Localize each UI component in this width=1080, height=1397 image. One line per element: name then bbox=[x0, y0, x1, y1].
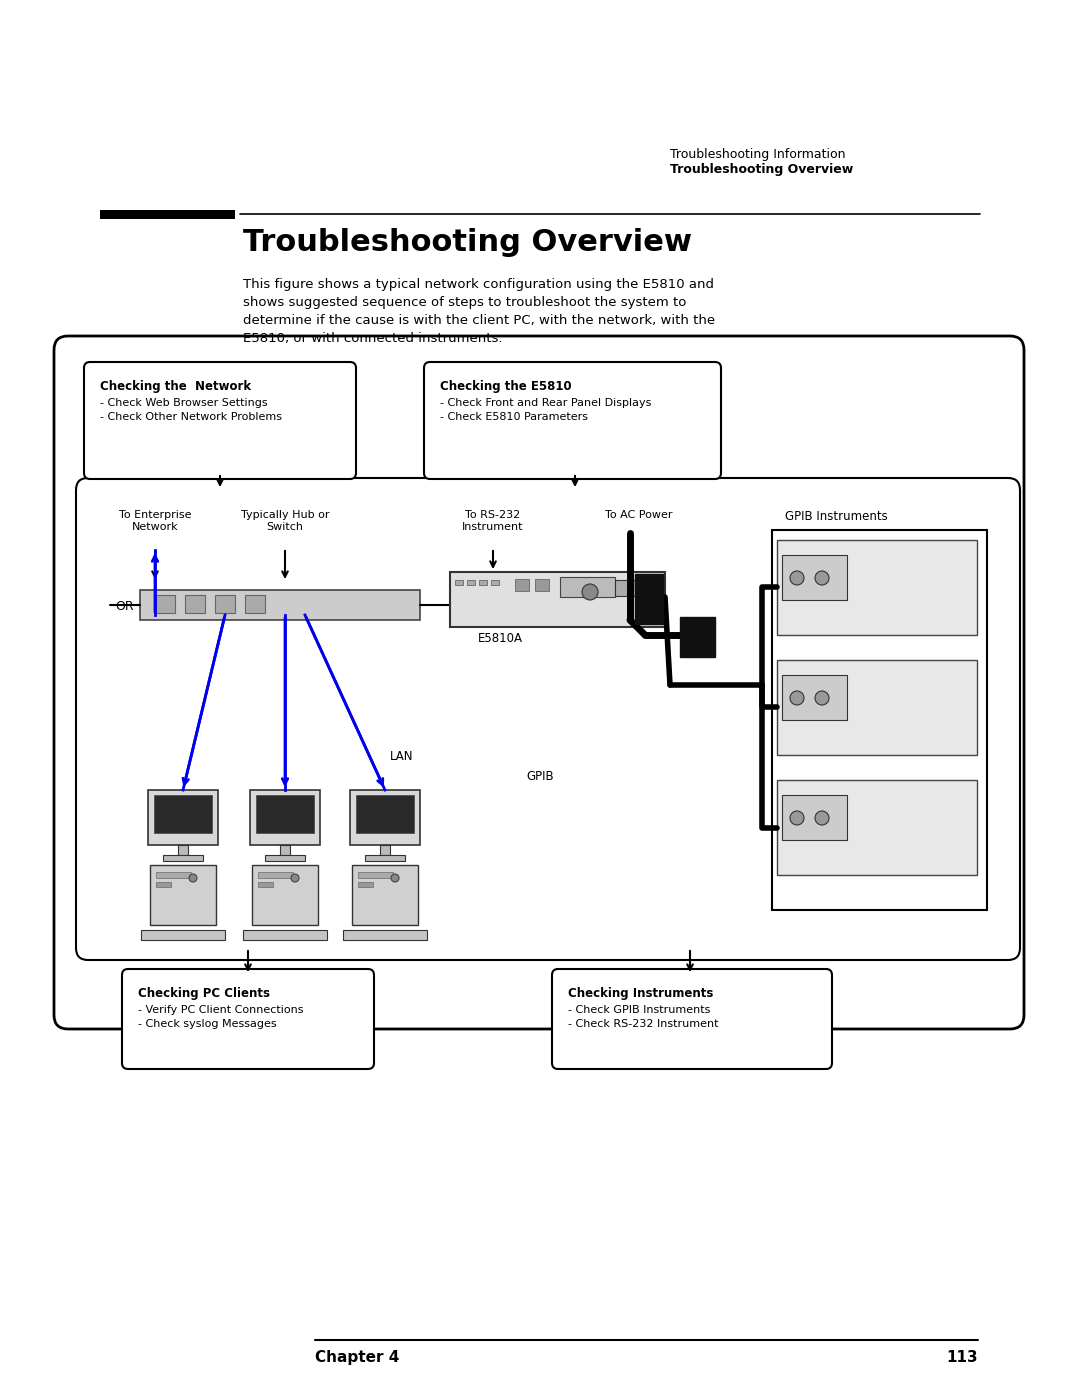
Text: - Check GPIB Instruments: - Check GPIB Instruments bbox=[568, 1004, 711, 1016]
Text: GPIB Instruments: GPIB Instruments bbox=[785, 510, 888, 522]
Circle shape bbox=[815, 812, 829, 826]
Circle shape bbox=[789, 692, 804, 705]
Bar bbox=[772, 529, 987, 909]
Bar bbox=[467, 580, 475, 585]
Bar bbox=[777, 541, 977, 636]
Bar bbox=[215, 595, 235, 613]
Bar bbox=[156, 872, 191, 877]
Bar bbox=[515, 578, 529, 591]
Text: GPIB: GPIB bbox=[932, 816, 960, 830]
Text: - Verify PC Client Connections: - Verify PC Client Connections bbox=[138, 1004, 303, 1016]
Text: E5810A: E5810A bbox=[477, 631, 523, 645]
Bar bbox=[782, 795, 847, 840]
Bar bbox=[140, 590, 420, 620]
Bar bbox=[777, 659, 977, 754]
Text: To AC Power: To AC Power bbox=[605, 510, 673, 520]
Text: determine if the cause is with the client PC, with the network, with the: determine if the cause is with the clien… bbox=[243, 314, 715, 327]
Bar bbox=[350, 789, 420, 845]
FancyBboxPatch shape bbox=[122, 970, 374, 1069]
Bar bbox=[163, 855, 203, 861]
Bar bbox=[357, 872, 393, 877]
Bar bbox=[249, 789, 320, 845]
Bar bbox=[156, 595, 175, 613]
Bar bbox=[100, 210, 235, 219]
Bar bbox=[365, 855, 405, 861]
Text: Checking Instruments: Checking Instruments bbox=[568, 988, 714, 1000]
Bar bbox=[258, 882, 273, 887]
Circle shape bbox=[789, 812, 804, 826]
Text: Typically Hub or
Switch: Typically Hub or Switch bbox=[241, 510, 329, 532]
Bar bbox=[352, 865, 418, 925]
Bar bbox=[258, 872, 293, 877]
Circle shape bbox=[189, 875, 197, 882]
Circle shape bbox=[582, 584, 598, 599]
Bar bbox=[777, 780, 977, 875]
Bar bbox=[491, 580, 499, 585]
Text: To Enterprise
Network: To Enterprise Network bbox=[119, 510, 191, 532]
Text: - Check Web Browser Settings: - Check Web Browser Settings bbox=[100, 398, 268, 408]
FancyBboxPatch shape bbox=[84, 362, 356, 479]
Bar bbox=[561, 577, 615, 597]
Text: Troubleshooting Overview: Troubleshooting Overview bbox=[670, 163, 853, 176]
Text: LAN: LAN bbox=[390, 750, 414, 763]
Text: shows suggested sequence of steps to troubleshoot the system to: shows suggested sequence of steps to tro… bbox=[243, 296, 687, 309]
Text: Troubleshooting Overview: Troubleshooting Overview bbox=[243, 228, 692, 257]
Bar bbox=[156, 882, 171, 887]
Text: - Check RS-232 Instrument: - Check RS-232 Instrument bbox=[568, 1018, 718, 1030]
Text: Troubleshooting Information: Troubleshooting Information bbox=[670, 148, 846, 161]
Bar bbox=[141, 930, 225, 940]
Text: GPIB: GPIB bbox=[932, 577, 960, 590]
Bar bbox=[280, 845, 291, 855]
Bar bbox=[782, 675, 847, 719]
Circle shape bbox=[815, 571, 829, 585]
FancyBboxPatch shape bbox=[424, 362, 721, 479]
Circle shape bbox=[291, 875, 299, 882]
Bar bbox=[480, 580, 487, 585]
Bar bbox=[185, 595, 205, 613]
Bar bbox=[150, 865, 216, 925]
Bar bbox=[782, 555, 847, 599]
Text: GPIB: GPIB bbox=[932, 697, 960, 710]
Bar bbox=[356, 795, 414, 833]
Text: OR: OR bbox=[114, 601, 134, 613]
Text: - Check Other Network Problems: - Check Other Network Problems bbox=[100, 412, 282, 422]
Bar bbox=[154, 795, 212, 833]
Bar bbox=[380, 845, 390, 855]
Circle shape bbox=[815, 692, 829, 705]
Bar bbox=[245, 595, 265, 613]
Circle shape bbox=[391, 875, 399, 882]
Bar bbox=[178, 845, 188, 855]
Bar bbox=[535, 578, 549, 591]
Text: GPIB: GPIB bbox=[526, 770, 554, 782]
Text: This figure shows a typical network configuration using the E5810 and: This figure shows a typical network conf… bbox=[243, 278, 714, 291]
Bar bbox=[265, 855, 305, 861]
Bar bbox=[615, 580, 640, 597]
Text: To RS-232
Instrument: To RS-232 Instrument bbox=[462, 510, 524, 532]
Text: E5810, or with connected instruments.: E5810, or with connected instruments. bbox=[243, 332, 502, 345]
Bar bbox=[450, 571, 665, 627]
Circle shape bbox=[789, 571, 804, 585]
Text: Checking PC Clients: Checking PC Clients bbox=[138, 988, 270, 1000]
Bar bbox=[252, 865, 318, 925]
Text: - Check Front and Rear Panel Displays: - Check Front and Rear Panel Displays bbox=[440, 398, 651, 408]
FancyBboxPatch shape bbox=[552, 970, 832, 1069]
FancyBboxPatch shape bbox=[76, 478, 1020, 960]
Text: 113: 113 bbox=[946, 1350, 978, 1365]
Text: - Check syslog Messages: - Check syslog Messages bbox=[138, 1018, 276, 1030]
Bar bbox=[635, 574, 663, 624]
Bar bbox=[256, 795, 314, 833]
Bar bbox=[680, 617, 715, 657]
Text: Checking the E5810: Checking the E5810 bbox=[440, 380, 571, 393]
Bar bbox=[148, 789, 218, 845]
Text: Checking the  Network: Checking the Network bbox=[100, 380, 252, 393]
Bar bbox=[343, 930, 427, 940]
Bar bbox=[455, 580, 463, 585]
Text: Chapter 4: Chapter 4 bbox=[315, 1350, 400, 1365]
Text: - Check E5810 Parameters: - Check E5810 Parameters bbox=[440, 412, 588, 422]
Bar bbox=[243, 930, 327, 940]
FancyBboxPatch shape bbox=[54, 337, 1024, 1030]
Bar bbox=[357, 882, 373, 887]
